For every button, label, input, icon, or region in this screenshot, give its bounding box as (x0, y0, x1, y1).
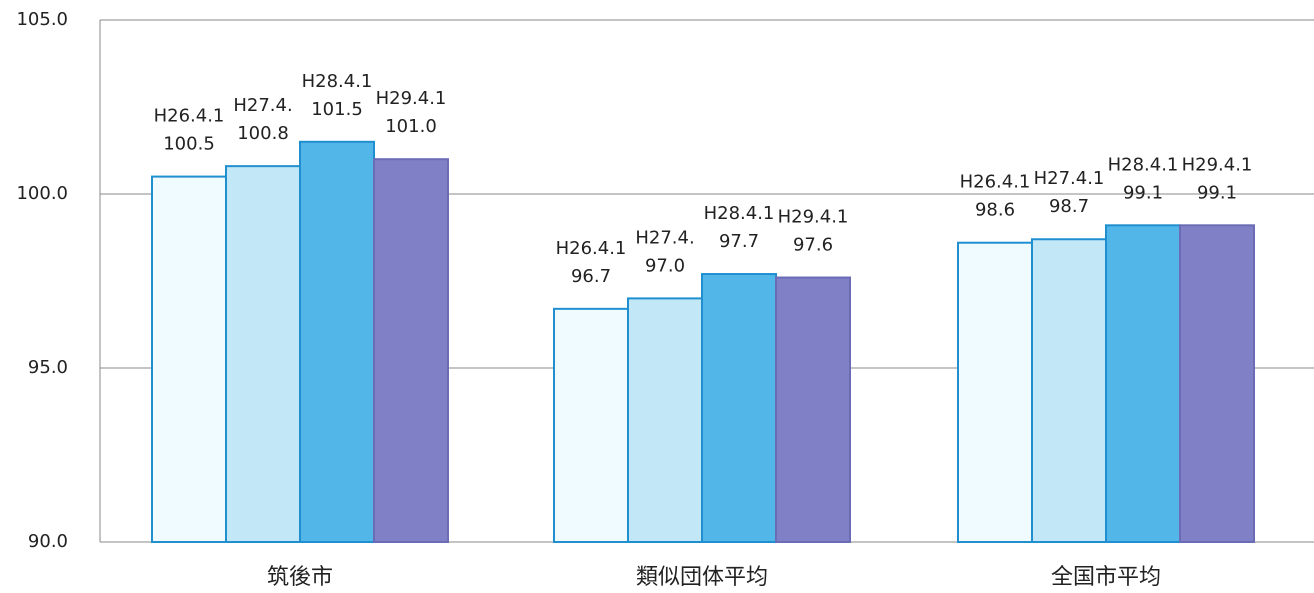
value-label: 100.5 (163, 134, 215, 155)
bar-period-label: H29.4.1 (1182, 154, 1253, 175)
bar-period-label: H26.4.1 (960, 172, 1031, 193)
bar-period-label: H28.4.1 (1108, 154, 1179, 175)
value-label: 97.6 (793, 235, 833, 256)
value-label: 96.7 (571, 266, 611, 287)
bar-period-label: H27.4.1 (1034, 168, 1105, 189)
value-label: 101.5 (311, 99, 363, 120)
bar-period-label: H29.4.1 (376, 88, 447, 109)
value-label: 98.7 (1049, 196, 1089, 217)
value-label: 97.7 (719, 231, 759, 252)
bar (225, 165, 301, 543)
bar (1031, 238, 1107, 544)
bar-period-label: H27.4. (635, 227, 694, 248)
bar-period-label: H28.4.1 (302, 71, 373, 92)
value-label: 99.1 (1123, 182, 1163, 203)
bar (627, 297, 703, 543)
bar (299, 140, 375, 544)
bar (1179, 224, 1255, 543)
value-label: 98.6 (975, 200, 1015, 221)
y-tick-label: 90.0 (28, 531, 68, 552)
bar (957, 241, 1033, 543)
x-tick-label: 筑後市 (267, 565, 333, 590)
value-label: 101.0 (385, 116, 437, 137)
value-label: 99.1 (1197, 182, 1237, 203)
y-tick-label: 95.0 (28, 357, 68, 378)
value-label: 97.0 (645, 255, 685, 276)
bar-period-label: H27.4. (233, 95, 292, 116)
bar (775, 276, 851, 543)
bar (553, 307, 629, 543)
x-tick-label: 類似団体平均 (636, 565, 768, 590)
bar-period-label: H26.4.1 (556, 238, 627, 259)
x-tick-label: 全国市平均 (1051, 565, 1161, 590)
y-tick-label: 100.0 (16, 183, 68, 204)
bar (701, 273, 777, 543)
bar-period-label: H28.4.1 (704, 203, 775, 224)
y-tick-label: 105.0 (16, 9, 68, 30)
bar (373, 158, 449, 543)
bar-period-label: H26.4.1 (154, 106, 225, 127)
bar (151, 175, 227, 543)
value-label: 100.8 (237, 123, 289, 144)
bar-period-label: H29.4.1 (778, 207, 849, 228)
bar (1105, 224, 1181, 543)
